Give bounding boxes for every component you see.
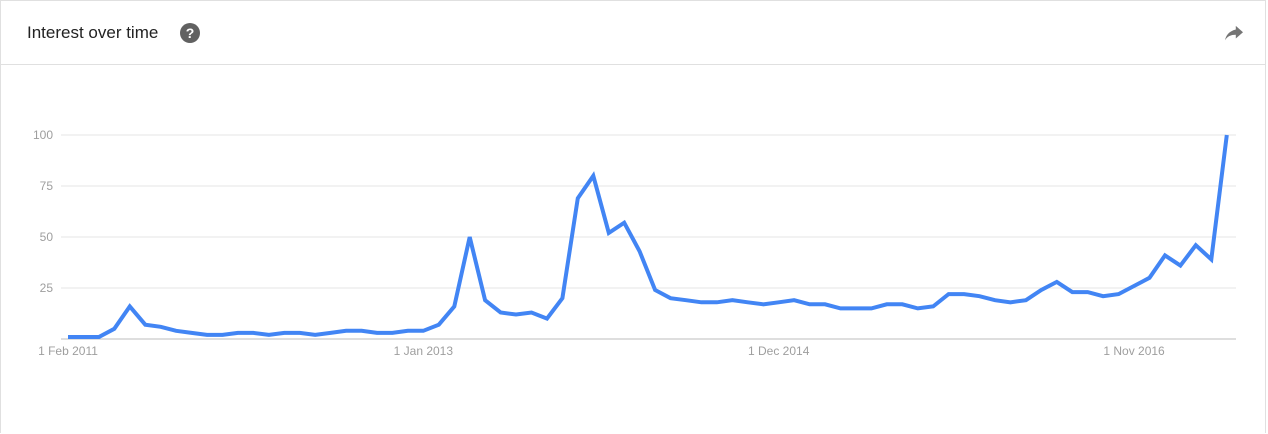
y-tick-label: 50 (40, 230, 54, 244)
help-icon[interactable]: ? (180, 23, 200, 43)
x-tick-label: 1 Nov 2016 (1103, 344, 1165, 358)
y-tick-label: 100 (33, 128, 53, 142)
share-icon[interactable] (1223, 25, 1245, 43)
x-tick-label: 1 Dec 2014 (748, 344, 810, 358)
x-tick-label: 1 Feb 2011 (38, 344, 98, 358)
x-tick-label: 1 Jan 2013 (394, 344, 454, 358)
y-tick-label: 75 (40, 179, 54, 193)
y-tick-label: 25 (40, 281, 54, 295)
card-title: Interest over time (27, 23, 159, 42)
card-header: Interest over time ? (1, 1, 1265, 65)
series-line (68, 134, 1229, 339)
